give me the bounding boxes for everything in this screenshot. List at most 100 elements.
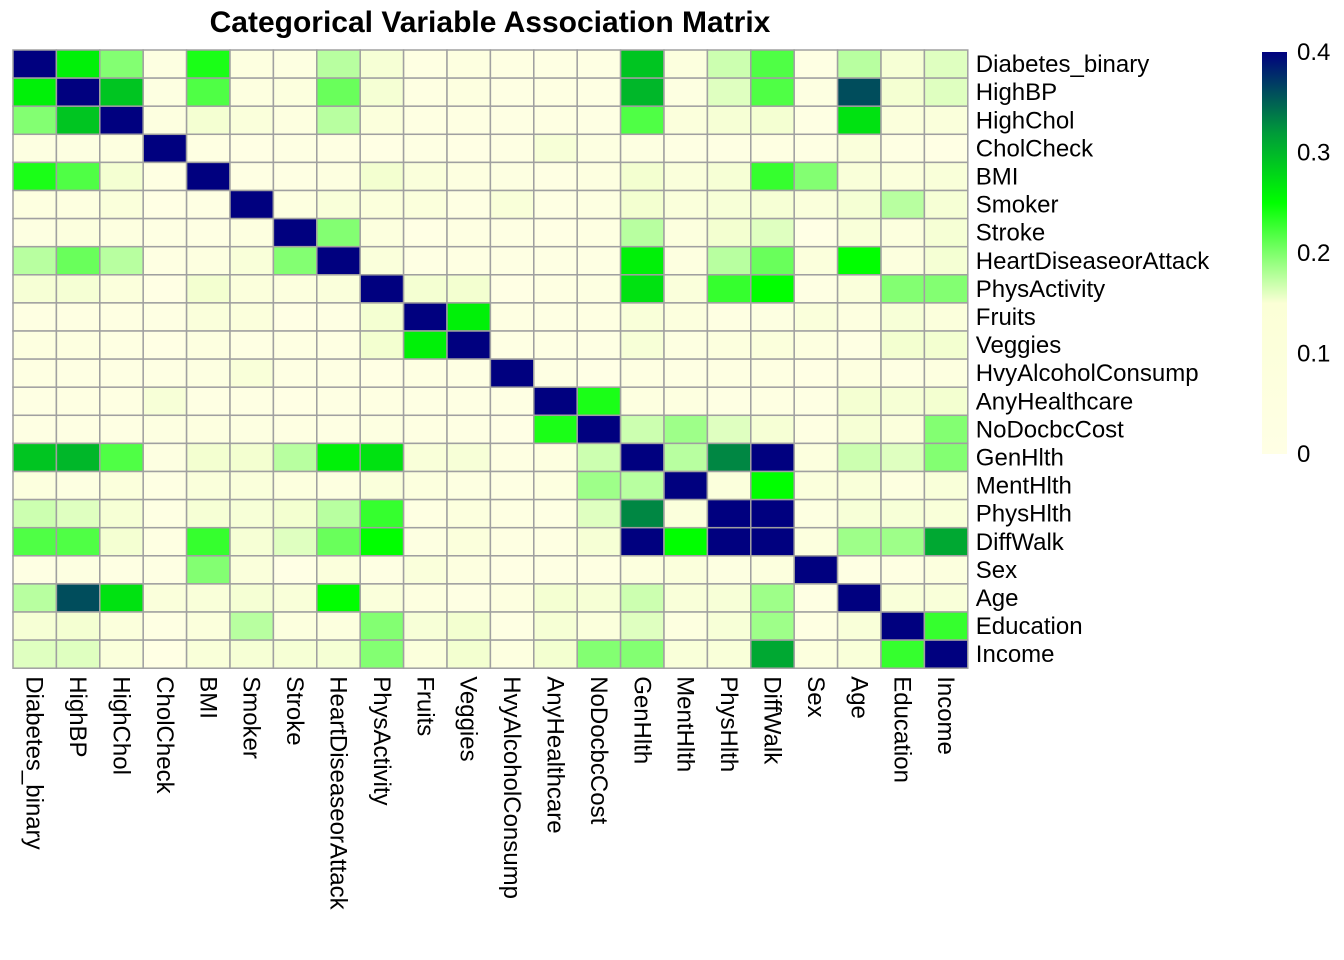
heatmap-cell (55, 105, 101, 136)
heatmap-cell (316, 245, 361, 276)
heatmap-cell (359, 245, 405, 276)
heatmap-cell (12, 358, 58, 388)
heatmap-cell (55, 330, 101, 360)
heatmap-cell (359, 161, 405, 192)
heatmap-cell (229, 526, 275, 557)
heatmap-cell (446, 358, 492, 388)
heatmap-cell (880, 245, 926, 276)
heatmap-cell (55, 358, 101, 388)
heatmap-cell (793, 105, 839, 136)
heatmap-cell (99, 49, 144, 79)
heatmap-cell (446, 442, 492, 473)
heatmap-cell (880, 274, 926, 304)
heatmap-cell (55, 161, 101, 192)
heatmap-cell (316, 498, 361, 529)
row-label: PhysHlth (976, 501, 1072, 528)
row-label: Stroke (976, 220, 1045, 247)
heatmap-cell (836, 470, 882, 501)
heatmap-cell (99, 498, 144, 529)
heatmap-cell (836, 274, 882, 304)
heatmap-cell (55, 498, 101, 529)
heatmap-cell (446, 302, 492, 332)
heatmap-cell (55, 386, 101, 417)
heatmap-cell (489, 105, 535, 136)
heatmap-cell (750, 526, 795, 557)
heatmap-cell (619, 639, 665, 669)
heatmap-cell (533, 498, 578, 529)
heatmap-cell (576, 274, 622, 304)
colorbar-ticks: 0 0.1 0.2 0.3 0.4 (1297, 39, 1330, 468)
heatmap-cell (663, 133, 709, 164)
heatmap-cell (706, 358, 752, 388)
heatmap-cell (185, 583, 231, 613)
heatmap-cell (272, 498, 318, 529)
heatmap-cell (706, 555, 752, 585)
heatmap-cell (923, 189, 969, 220)
colorbar-tick-label: 0.3 (1297, 140, 1330, 167)
heatmap-cell (142, 470, 188, 501)
heatmap-cell (533, 133, 578, 164)
heatmap-cell (272, 302, 318, 332)
heatmap-cell (55, 77, 101, 107)
heatmap-cell (142, 414, 188, 445)
column-labels: Diabetes_binary HighBP HighChol CholCheck BM… (21, 676, 959, 910)
heatmap-cell (272, 133, 318, 164)
heatmap-cell (576, 498, 622, 529)
heatmap-cell (55, 302, 101, 332)
heatmap-cell (663, 639, 709, 669)
heatmap-cell (533, 358, 578, 388)
heatmap-cell (576, 583, 622, 613)
heatmap-cell (923, 498, 969, 529)
heatmap-cell (750, 49, 795, 79)
heatmap-cell (316, 330, 361, 360)
heatmap-cell (185, 133, 231, 164)
heatmap-cell (359, 639, 405, 669)
heatmap-cell (489, 470, 535, 501)
heatmap-cell (359, 274, 405, 304)
heatmap-cell (446, 414, 492, 445)
column-label: Stroke (281, 676, 308, 745)
heatmap-cell (619, 414, 665, 445)
chart-title: Categorical Variable Association Matrix (210, 6, 771, 39)
heatmap-cell (229, 358, 275, 388)
heatmap-cell (706, 133, 752, 164)
row-label: Education (976, 613, 1083, 640)
heatmap-cell (359, 358, 405, 388)
heatmap-cell (533, 442, 578, 473)
heatmap-cell (142, 133, 188, 164)
heatmap-cell (533, 639, 578, 669)
heatmap-cell (272, 526, 318, 557)
heatmap-cell (750, 414, 795, 445)
heatmap-cell (446, 105, 492, 136)
heatmap-cell (99, 274, 144, 304)
heatmap-cell (923, 217, 969, 248)
heatmap-cell (533, 470, 578, 501)
column-label: BMI (194, 676, 221, 719)
heatmap-cell (836, 105, 882, 136)
heatmap-cell (55, 470, 101, 501)
heatmap-cell (12, 330, 58, 360)
heatmap-cell (446, 161, 492, 192)
heatmap-cell (142, 77, 188, 107)
heatmap-cell (142, 442, 188, 473)
heatmap-cell (880, 639, 926, 669)
heatmap-cell (793, 526, 839, 557)
heatmap-cell (12, 302, 58, 332)
heatmap-cell (793, 611, 839, 641)
heatmap-cell (446, 49, 492, 79)
heatmap-cell (402, 133, 448, 164)
heatmap-cell (12, 583, 58, 613)
heatmap-cell (272, 274, 318, 304)
heatmap-cell (489, 217, 535, 248)
heatmap-cell (142, 189, 188, 220)
heatmap-cell (359, 189, 405, 220)
heatmap-cell (99, 470, 144, 501)
heatmap-cell (880, 49, 926, 79)
heatmap-cell (750, 133, 795, 164)
heatmap-cell (99, 414, 144, 445)
heatmap-cell (923, 161, 969, 192)
heatmap-cell (706, 611, 752, 641)
heatmap-cell (185, 245, 231, 276)
heatmap-cell (836, 49, 882, 79)
